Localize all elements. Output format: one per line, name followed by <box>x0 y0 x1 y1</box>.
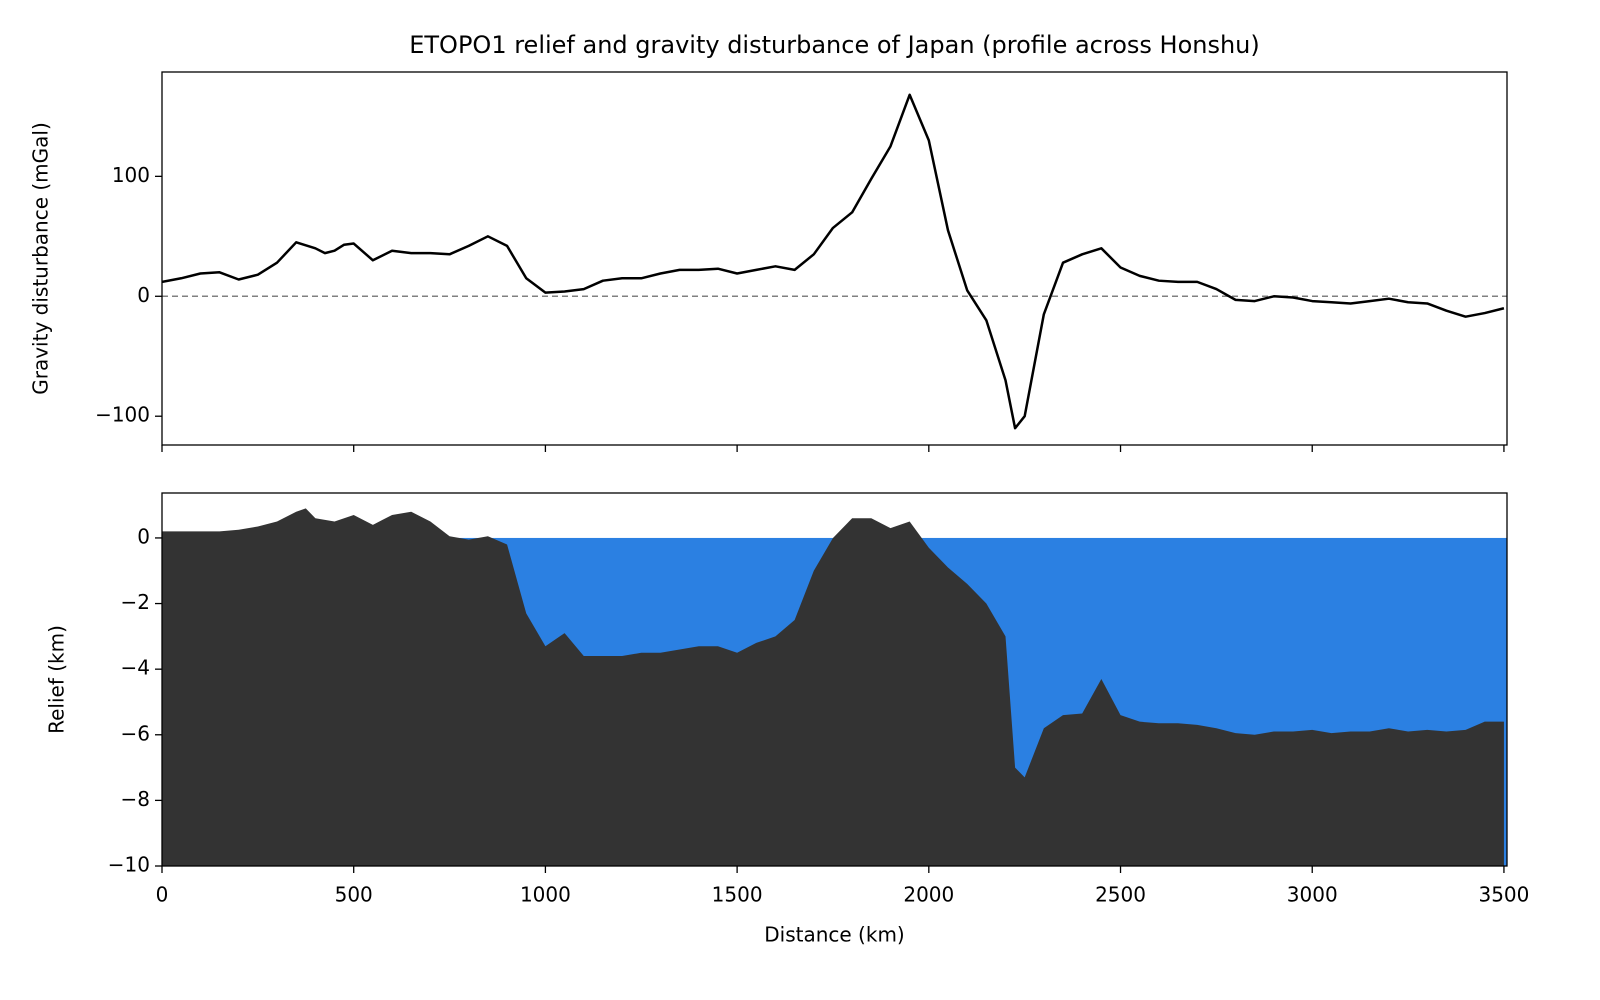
axes-frame <box>161 492 1508 867</box>
axes-frame <box>161 71 1508 446</box>
y-axis-label: Gravity disturbance (mGal) <box>29 122 53 395</box>
y-tick-label: −10 <box>108 853 150 877</box>
x-tick-label: 3500 <box>1478 883 1529 907</box>
chart-title: ETOPO1 relief and gravity disturbance of… <box>409 31 1260 59</box>
x-tick-label: 1000 <box>520 883 571 907</box>
y-tick-label: 0 <box>137 524 150 548</box>
x-tick-label: 2500 <box>1095 883 1146 907</box>
x-axis-label: Distance (km) <box>764 923 904 947</box>
y-tick-label: −6 <box>121 721 150 745</box>
y-tick-label: −2 <box>121 590 150 614</box>
gravity-line <box>162 93 1505 430</box>
plot-area <box>162 508 1507 866</box>
y-tick-label: −100 <box>95 403 150 427</box>
x-tick-label: 3000 <box>1287 883 1338 907</box>
x-tick-label: 500 <box>335 883 373 907</box>
x-tick-label: 1500 <box>712 883 763 907</box>
y-tick-label: 100 <box>112 163 150 187</box>
y-tick-label: 0 <box>137 283 150 307</box>
x-tick-label: 2000 <box>903 883 954 907</box>
y-axis-label: Relief (km) <box>45 625 69 734</box>
y-tick-label: −8 <box>121 787 150 811</box>
relief-area <box>162 508 1504 866</box>
y-tick-label: −4 <box>121 656 150 680</box>
plot-area <box>162 93 1507 430</box>
x-tick-label: 0 <box>156 883 169 907</box>
